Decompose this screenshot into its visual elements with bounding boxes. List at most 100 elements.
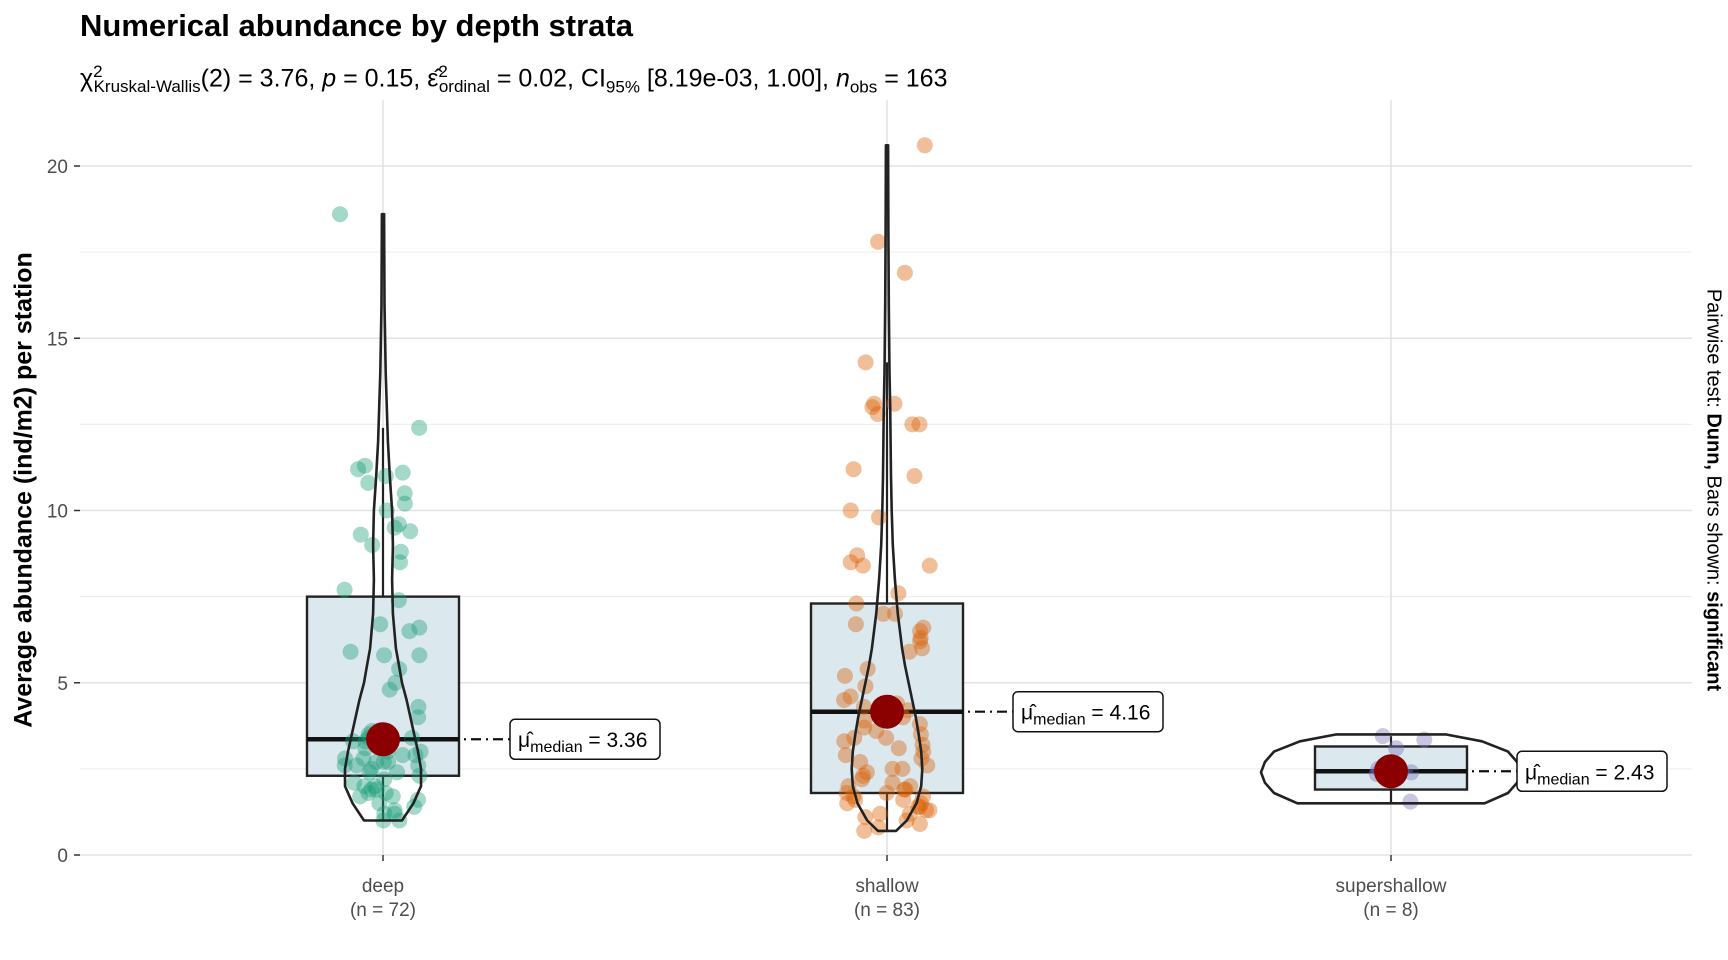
data-point xyxy=(392,554,408,571)
data-point xyxy=(866,395,883,412)
y-tick-label: 15 xyxy=(47,329,68,350)
data-point xyxy=(837,747,854,764)
data-point xyxy=(410,709,427,726)
data-point xyxy=(845,461,862,478)
data-point xyxy=(387,674,404,691)
data-point xyxy=(856,712,873,729)
data-point xyxy=(911,416,928,433)
data-point xyxy=(386,802,403,819)
median-label: μ̂median = 3.36 xyxy=(518,729,647,756)
data-point xyxy=(878,729,895,746)
data-point xyxy=(356,457,373,474)
p-value: = 0.15, xyxy=(336,64,428,93)
data-point xyxy=(356,778,373,795)
data-point xyxy=(372,616,389,633)
data-point xyxy=(912,623,929,640)
data-point xyxy=(836,667,853,684)
data-point xyxy=(852,754,869,770)
median-point xyxy=(1374,754,1408,789)
data-point xyxy=(401,623,418,640)
data-point xyxy=(389,764,406,781)
data-point xyxy=(406,798,423,815)
data-point xyxy=(375,754,392,770)
data-point xyxy=(856,822,873,839)
x-tick-label: shallow xyxy=(855,876,919,897)
data-point xyxy=(912,633,929,650)
data-point xyxy=(394,747,411,764)
median-point xyxy=(366,722,400,757)
data-point xyxy=(1388,740,1405,757)
x-tick-label: deep xyxy=(362,876,404,897)
data-point xyxy=(890,585,907,602)
data-point xyxy=(1402,793,1419,810)
data-point xyxy=(360,785,377,801)
data-point xyxy=(916,137,933,154)
violin-shallow xyxy=(850,144,924,833)
data-point xyxy=(849,547,866,564)
data-point xyxy=(355,750,372,767)
data-point xyxy=(836,692,853,708)
data-point xyxy=(918,802,935,819)
data-point xyxy=(368,781,385,798)
data-point xyxy=(871,509,887,526)
x-tick-label: supershallow xyxy=(1336,876,1447,897)
y-tick-label: 10 xyxy=(47,502,68,523)
data-point xyxy=(1374,728,1391,745)
median-label-box xyxy=(1012,690,1164,733)
data-point xyxy=(384,788,401,805)
data-point xyxy=(902,778,919,795)
data-point xyxy=(901,643,918,660)
median-label-box xyxy=(509,718,661,760)
stat-sup: 2 xyxy=(93,62,103,81)
median-point xyxy=(870,694,904,729)
data-point xyxy=(911,816,928,832)
data-point xyxy=(884,774,901,791)
data-point xyxy=(337,750,353,767)
data-point xyxy=(390,516,407,533)
y-tick-label: 0 xyxy=(57,846,68,867)
data-point xyxy=(869,406,886,422)
data-point xyxy=(411,767,428,784)
data-point xyxy=(376,647,393,664)
data-point xyxy=(363,781,380,798)
n-symbol: n xyxy=(835,64,850,93)
data-point xyxy=(895,791,912,808)
data-point xyxy=(394,464,411,481)
data-point xyxy=(376,805,393,822)
data-point xyxy=(921,557,938,574)
data-point xyxy=(836,733,853,750)
data-point xyxy=(896,264,913,281)
data-point xyxy=(380,754,397,770)
p-symbol: p xyxy=(322,64,337,93)
group-deep: μ̂median = 3.36 deep (n = 72) xyxy=(305,206,661,921)
data-point xyxy=(872,805,889,822)
data-point xyxy=(857,354,874,371)
data-point xyxy=(847,616,864,633)
data-point xyxy=(350,461,367,478)
data-point xyxy=(336,581,353,598)
data-point xyxy=(363,760,380,777)
n-value: = 163 xyxy=(877,64,948,93)
data-point xyxy=(346,774,363,791)
data-point xyxy=(848,595,865,612)
data-point xyxy=(361,764,378,781)
data-point xyxy=(912,630,929,646)
data-point xyxy=(915,619,932,636)
data-point xyxy=(386,519,403,536)
data-point xyxy=(390,592,407,609)
data-point xyxy=(396,485,413,502)
data-point xyxy=(856,719,873,736)
ci-value: [8.19e-03, 1.00], xyxy=(639,64,836,93)
stat-value: (2) = 3.76, xyxy=(200,64,323,93)
ci-sub: 95% xyxy=(605,77,640,97)
data-point xyxy=(910,798,927,815)
y-tick-label: 20 xyxy=(47,157,68,178)
data-point xyxy=(875,605,892,622)
data-point xyxy=(896,781,913,798)
data-point xyxy=(411,419,428,436)
data-point xyxy=(897,781,914,798)
median-label: μ̂median = 4.16 xyxy=(1021,702,1150,729)
data-point xyxy=(906,468,923,484)
chart-title: Numerical abundance by depth strata xyxy=(80,8,633,43)
